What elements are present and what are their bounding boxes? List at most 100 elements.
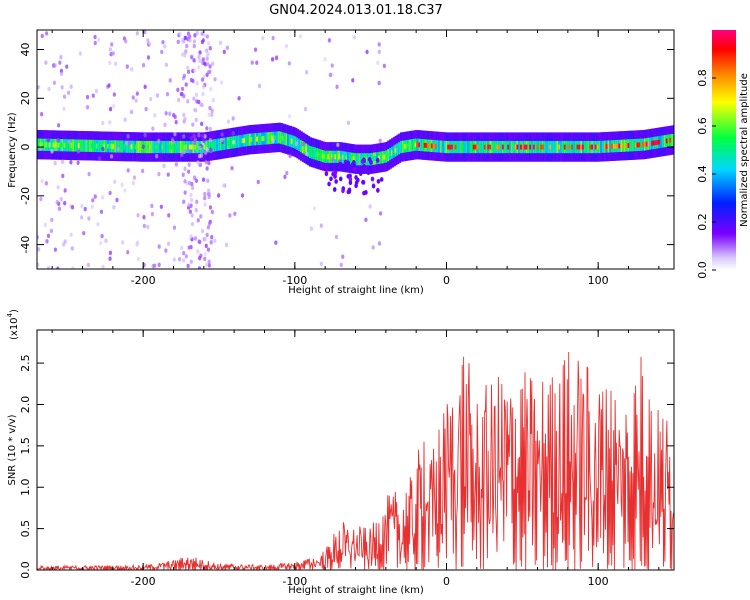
heatmap-core [301,141,305,154]
heatmap-noise [206,178,210,184]
heatmap-peak [250,137,254,142]
heatmap-peak [652,140,656,146]
heatmap-noise [170,137,175,142]
heatmap-core [461,140,465,154]
snr-ytick-label: 2.0 [19,396,32,414]
heatmap-noise [87,216,91,221]
heatmap-tail [375,157,380,163]
heatmap-peak [638,142,642,148]
heatmap-peak [476,144,480,150]
heatmap-noise [198,145,202,151]
heatmap-peak [177,144,181,150]
heatmap-noise [275,55,279,60]
heatmap-noise [205,166,209,171]
heatmap-noise [126,250,130,255]
heatmap-core [480,140,484,154]
heatmap-noise [189,192,193,198]
heatmap-tail [338,176,343,182]
heatmap-noise [143,30,147,35]
heatmap-peak [270,135,274,141]
heatmap-noise [164,111,168,116]
heatmap-noise [44,181,48,186]
heatmap-noise [190,221,195,227]
heatmap-noise [240,193,245,198]
heatmap-peak [383,154,387,160]
heatmap-noise [132,175,137,180]
heatmap-core [163,140,167,154]
heatmap-noise [287,114,292,119]
heatmap-noise [204,160,208,165]
heatmap-noise [114,61,118,66]
heatmap-peak [580,144,584,150]
heatmap-peak [432,143,436,149]
heatmap-noise [40,179,44,184]
heatmap-noise [193,33,197,38]
heatmap-peak [137,144,141,150]
heatmap-core [172,140,176,154]
heatmap-core [592,140,596,154]
heatmap-core [143,140,147,154]
heatmap-noise [312,206,317,211]
heatmap-noise [136,240,140,245]
heatmap-core [545,140,549,154]
colorbar-gradient [712,30,736,270]
heatmap-noise [91,93,95,98]
heatmap-noise [115,197,119,203]
heatmap-noise [288,153,292,159]
heatmap-noise [43,222,47,228]
heatmap-core [565,140,569,154]
heatmap-core [165,140,169,154]
heatmap-core [465,140,469,154]
heatmap-core [452,140,456,154]
heatmap-peak [416,142,420,148]
heatmap-core [492,140,496,154]
heatmap-noise [67,90,71,96]
heatmap-noise [198,255,202,261]
heatmap-noise [63,188,67,193]
heatmap-noise [208,126,212,132]
heatmap-peak [549,144,553,150]
heatmap-noise [197,153,202,159]
heatmap-tail [347,189,352,194]
heatmap-core [409,139,413,152]
heatmap-noise [59,54,63,60]
heatmap-core [219,138,223,151]
heatmap-noise [301,141,305,147]
heatmap-peak [321,153,325,159]
heatmap-peak [627,142,631,148]
heatmap-noise [194,92,199,97]
heatmap-noise [192,39,197,44]
heatmap-core [538,140,542,154]
heatmap-noise [192,140,197,146]
heatmap-peak [214,142,218,148]
heatmap-noise [70,246,74,251]
heatmap-peak [665,138,669,144]
heatmap-peak [669,137,673,143]
heatmap-core [469,140,473,154]
heatmap-core [43,138,47,151]
heatmap-noise [100,233,104,239]
heatmap-peak [516,144,520,150]
heatmap-core [518,140,522,154]
heatmap-noise [87,171,91,177]
heatmap-noise [192,43,196,49]
heatmap-core [119,140,123,153]
heatmap-noise [53,160,57,166]
heatmap-noise [151,126,155,131]
heatmap-core [478,140,482,154]
heatmap-noise [285,170,289,176]
heatmap-noise [309,226,314,231]
heatmap-noise [319,261,323,266]
heatmap-noise [197,99,201,105]
heatmap-noise [335,84,339,90]
heatmap-peak [341,154,345,160]
heatmap-noise [136,213,140,218]
heatmap-noise [44,60,48,65]
heatmap-peak [400,144,403,150]
heatmap-noise [157,171,161,177]
heatmap-noise [104,238,108,243]
heatmap-noise [131,95,135,100]
heatmap-peak [339,154,343,160]
heatmap-noise [80,203,84,209]
heatmap-noise [271,138,275,144]
